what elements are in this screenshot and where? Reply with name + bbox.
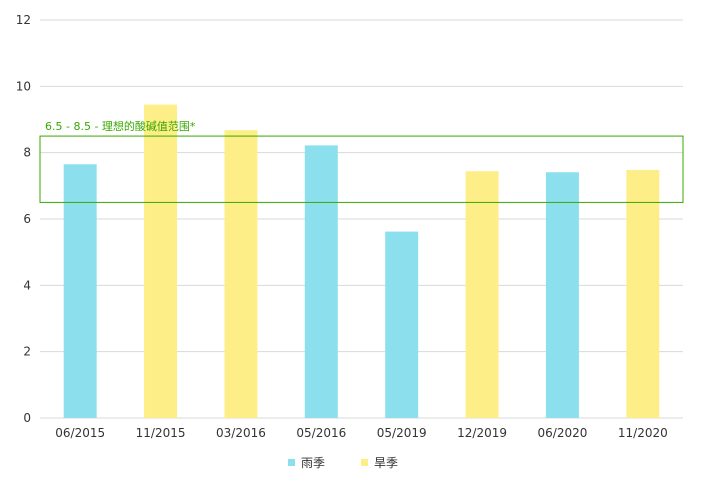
grid-lines — [40, 19, 683, 419]
y-tick-label: 12 — [16, 13, 31, 27]
x-tick-label: 05/2019 — [377, 426, 427, 440]
bar-06/2020[interactable] — [545, 172, 579, 418]
legend-item-0[interactable]: 雨季 — [288, 456, 325, 470]
x-tick-label: 06/2020 — [538, 426, 588, 440]
ideal-range-band — [39, 135, 684, 203]
x-tick-label: 03/2016 — [216, 426, 266, 440]
y-tick-label: 6 — [23, 212, 31, 226]
bar-06/2015[interactable] — [63, 164, 97, 418]
ideal-ph-band: 6.5 - 8.5 - 理想的酸碱值范围* — [39, 119, 684, 203]
x-tick-label: 11/2015 — [136, 426, 186, 440]
legend[interactable]: 雨季 旱季 — [288, 456, 398, 470]
bar-05/2016[interactable] — [304, 145, 338, 418]
legend-label: 旱季 — [374, 456, 398, 470]
ideal-range-label: 6.5 - 8.5 - 理想的酸碱值范围* — [45, 119, 196, 133]
y-tick-label: 0 — [23, 411, 31, 425]
x-tick-label: 12/2019 — [457, 426, 507, 440]
legend-swatch — [361, 459, 368, 466]
legend-swatch — [288, 459, 295, 466]
y-tick-label: 10 — [16, 79, 31, 93]
x-tick-label: 05/2016 — [296, 426, 346, 440]
x-tick-label: 11/2020 — [618, 426, 668, 440]
y-axis: 0 2 4 6 8 10 12 — [16, 13, 31, 425]
bar-12/2019[interactable] — [465, 171, 499, 418]
bar-03/2016[interactable] — [224, 130, 258, 418]
bar-05/2019[interactable] — [385, 231, 419, 418]
legend-item-1[interactable]: 旱季 — [361, 456, 398, 470]
bars — [63, 104, 660, 418]
y-tick-label: 4 — [23, 278, 31, 292]
y-tick-label: 8 — [23, 146, 31, 160]
x-tick-label: 06/2015 — [55, 426, 105, 440]
y-tick-label: 2 — [23, 345, 31, 359]
x-axis: 06/2015 11/2015 03/2016 05/2016 05/2019 12/20… — [55, 426, 667, 440]
legend-label: 雨季 — [301, 456, 325, 470]
bar-11/2020[interactable] — [626, 169, 660, 418]
bar-11/2015[interactable] — [144, 104, 178, 418]
